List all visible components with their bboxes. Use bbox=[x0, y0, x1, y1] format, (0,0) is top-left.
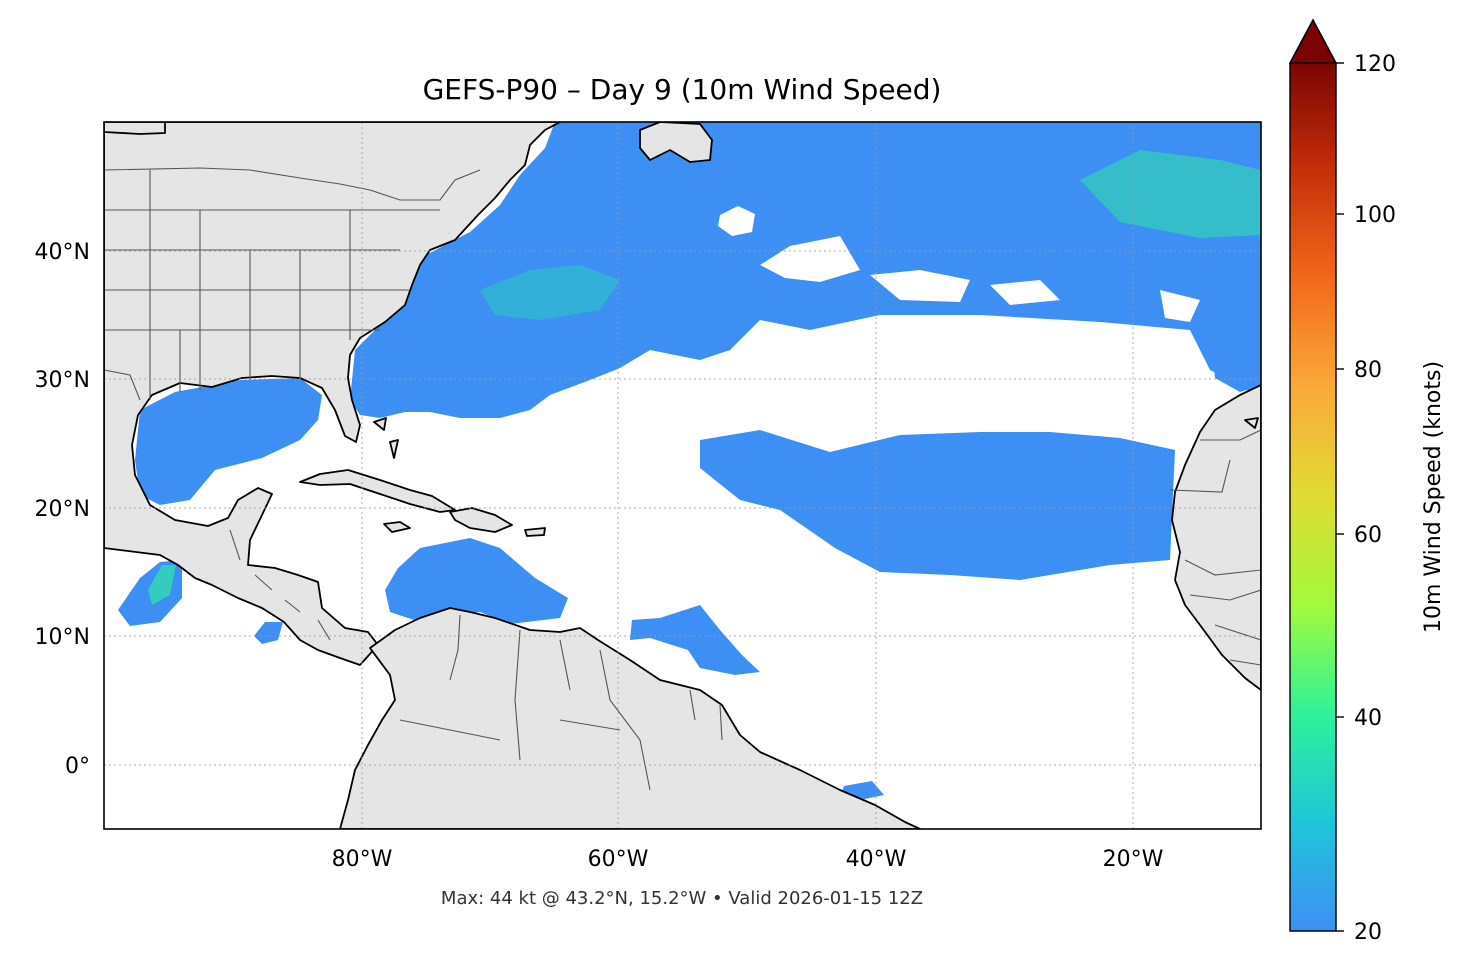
map-panel bbox=[104, 122, 1261, 829]
wind-region-gulf-of-mexico bbox=[135, 378, 322, 505]
calm-area-3 bbox=[870, 270, 970, 302]
political-borders bbox=[104, 167, 1261, 791]
border-us-canada bbox=[104, 167, 481, 201]
calm-area-2 bbox=[760, 236, 860, 282]
wind-region-caribbean bbox=[385, 538, 568, 624]
lat-tick-label: 30°N bbox=[35, 368, 90, 393]
calm-areas bbox=[718, 206, 1200, 322]
colorbar-ticks bbox=[1336, 62, 1344, 932]
border-us-states-lines bbox=[104, 170, 440, 400]
wind-region-subtropical-band bbox=[700, 430, 1175, 580]
colorbar-tick-label: 120 bbox=[1354, 52, 1396, 77]
border-south-america bbox=[399, 614, 723, 791]
wind-region-max-core bbox=[1080, 150, 1261, 238]
map-frame bbox=[103, 121, 1262, 830]
colorbar-tick-label: 40 bbox=[1354, 706, 1382, 731]
wind-region-tropical-patch bbox=[630, 605, 760, 675]
lat-tick-label: 20°N bbox=[35, 497, 90, 522]
land-newfoundland bbox=[639, 122, 713, 163]
border-us-mexico bbox=[104, 369, 141, 401]
x-axis-labels: 80°W 60°W 40°W 20°W bbox=[332, 847, 1164, 872]
land-jamaica bbox=[383, 521, 411, 533]
land-bahamas bbox=[373, 417, 399, 459]
lon-tick-label: 20°W bbox=[1103, 847, 1164, 872]
wind-region-east-pacific-core bbox=[148, 565, 176, 605]
land-cuba bbox=[299, 469, 456, 513]
land-greenland-tip bbox=[104, 122, 166, 135]
land-puerto-rico bbox=[524, 527, 546, 537]
lon-tick-label: 40°W bbox=[846, 847, 907, 872]
land-masses bbox=[104, 122, 1261, 829]
wind-region-gulf-stream-core bbox=[480, 265, 620, 320]
border-central-america bbox=[229, 529, 331, 641]
land-africa bbox=[1171, 384, 1261, 691]
land-hispaniola bbox=[449, 507, 513, 533]
lon-tick-label: 80°W bbox=[332, 847, 393, 872]
colorbar-extend-max-triangle bbox=[1288, 18, 1338, 64]
land-canary bbox=[1244, 417, 1259, 429]
wind-region-east-pacific-small bbox=[254, 622, 283, 644]
colorbar-tick-label: 20 bbox=[1354, 920, 1382, 945]
land-north-america bbox=[104, 122, 561, 666]
max-wind-footer: Max: 44 kt @ 43.2°N, 15.2°W • Valid 2026… bbox=[441, 888, 923, 909]
colorbar-outline bbox=[1289, 18, 1337, 932]
calm-area-4 bbox=[990, 280, 1060, 305]
map-title: GEFS-P90 – Day 9 (10m Wind Speed) bbox=[423, 73, 942, 106]
calm-area-1 bbox=[718, 206, 755, 236]
colorbar-gradient bbox=[1290, 63, 1336, 931]
border-west-africa bbox=[1169, 429, 1261, 666]
colorbar-label: 10m Wind Speed (knots) bbox=[1421, 361, 1446, 633]
lat-tick-label: 10°N bbox=[35, 625, 90, 650]
colorbar-tick-label: 80 bbox=[1354, 358, 1382, 383]
lon-tick-label: 60°W bbox=[588, 847, 649, 872]
colorbar: 20 40 60 80 100 120 10m Wind Speed (knot… bbox=[1288, 18, 1446, 945]
colorbar-tick-label: 100 bbox=[1354, 203, 1396, 228]
y-axis-labels: 40°N 30°N 20°N 10°N 0° bbox=[35, 240, 90, 779]
lat-tick-label: 0° bbox=[65, 754, 90, 779]
colorbar-tick-label: 60 bbox=[1354, 523, 1382, 548]
wind-region-off-africa bbox=[1210, 310, 1261, 392]
lat-tick-label: 40°N bbox=[35, 240, 90, 265]
calm-area-5 bbox=[1160, 290, 1200, 322]
land-south-america bbox=[339, 607, 921, 829]
